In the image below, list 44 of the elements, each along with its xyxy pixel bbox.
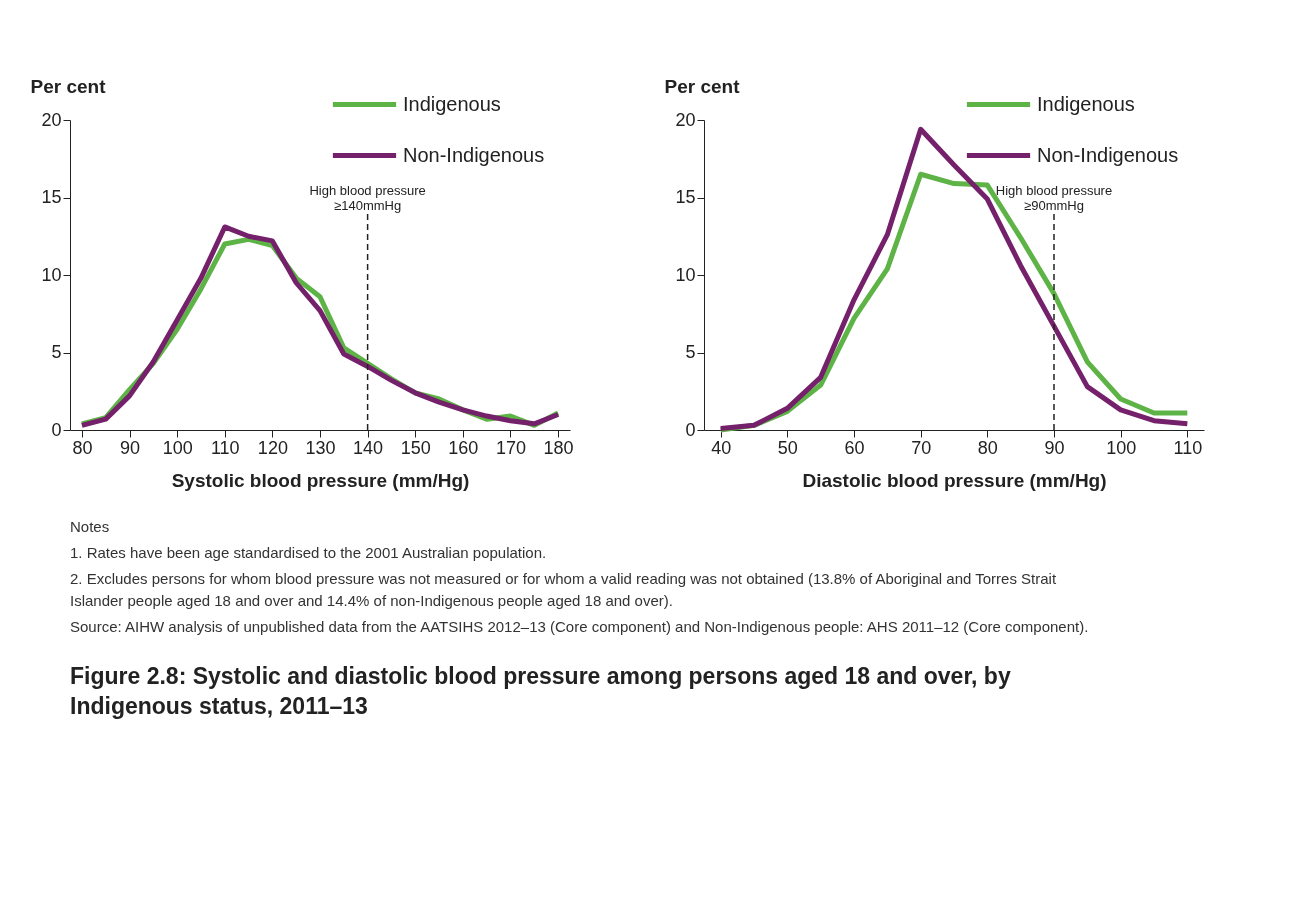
legend-label: Indigenous [1037,92,1135,115]
y-axis-title: Per cent [664,75,741,97]
x-axis-title: Diastolic blood pressure (mm/Hg) [802,469,1107,491]
x-tick-label: 120 [257,437,288,458]
y-tick-label: 15 [675,187,696,207]
x-tick-label: 170 [495,437,526,458]
x-tick-label: 180 [543,437,574,458]
ref-line-label: High blood pressure ≥140mmHg [309,182,426,213]
y-tick-label: 15 [41,187,62,207]
legend-label: Non-Indigenous [403,143,545,166]
y-tick-label: 0 [51,419,62,440]
x-tick-label: 100 [162,437,193,458]
y-tick-label: 5 [685,342,696,362]
x-tick-label: 90 [1044,437,1065,458]
source-note: Source: AIHW analysis of unpublished data from the AATSIHS 2012–13 (Core component) and Non-Indigenous people: AHS 2011–12 (Core component). [70,618,1089,635]
x-tick-label: 160 [448,437,479,458]
x-tick-label: 110 [1173,437,1203,458]
y-tick-label: 10 [41,264,62,285]
x-axis-title: Systolic blood pressure (mm/Hg) [171,469,470,491]
y-axis-title: Per cent [30,75,107,97]
text: Figure 2.8: Systolic and diastolic blood pressure among persons aged 18 and over, by Indigenous status, 2011–13 [70,663,1011,719]
x-tick-label: 150 [400,437,431,458]
x-tick-label: 140 [353,437,384,458]
x-tick-label: 70 [911,437,932,458]
ref-line-label: High blood pressure ≥90mmHg [995,182,1113,213]
text: 2. Excludes persons for whom blood pressure was not measured or for whom a valid reading was not obtained (13.8% of Aboriginal and Torres Strait Islander people aged 18 and over and 14.4% of non-Indigenous people aged 18 and over). [70,570,1057,609]
x-tick-label: 80 [72,437,93,458]
legend-label: Non-Indigenous [1037,143,1179,166]
x-tick-label: 80 [977,437,998,458]
text: 1. Rates have been age standardised to the 2001 Australian population. [70,544,547,561]
y-tick-label: 10 [675,264,696,285]
y-tick-label: 5 [51,342,62,362]
x-tick-label: 60 [844,437,865,458]
x-tick-label: 90 [120,437,141,458]
x-tick-label: 130 [305,437,336,458]
y-tick-label: 0 [685,419,696,440]
y-tick-label: 20 [675,109,696,130]
x-tick-label: 50 [777,437,798,458]
x-tick-label: 110 [210,437,240,458]
text: Notes [70,518,110,535]
y-tick-label: 20 [41,109,62,130]
legend-label: Indigenous [403,92,501,115]
x-tick-label: 40 [711,437,732,458]
x-tick-label: 100 [1106,437,1137,458]
